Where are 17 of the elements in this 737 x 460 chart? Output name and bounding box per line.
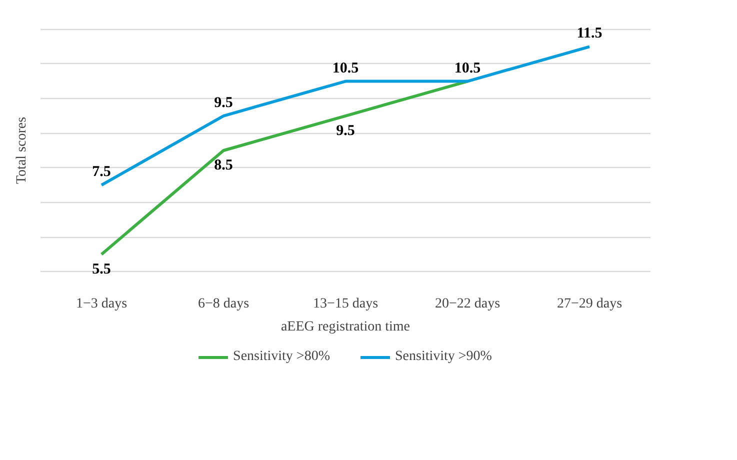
data-label: 10.5	[332, 60, 359, 76]
x-tick-label: 20−22 days	[434, 296, 500, 312]
data-label: 9.5	[214, 94, 233, 111]
x-tick-label: 6−8 days	[198, 296, 250, 312]
x-axis-title: aEEG registration time	[280, 320, 410, 334]
data-label: 11.5	[576, 26, 602, 42]
legend-label: Sensitivity >80%	[233, 349, 330, 365]
data-label: 8.5	[214, 158, 233, 174]
x-tick-label: 1−3 days	[76, 296, 128, 312]
data-label: 10.5	[454, 60, 481, 76]
data-label: 5.5	[92, 261, 111, 278]
legend-label: Sensitivity >90%	[395, 349, 492, 365]
data-label: 7.5	[92, 164, 111, 180]
x-tick-label: 13−15 days	[312, 296, 378, 312]
x-tick-label: 27−29 days	[556, 296, 622, 312]
data-label: 9.5	[336, 122, 355, 139]
y-axis-title: Total scores	[14, 116, 30, 184]
